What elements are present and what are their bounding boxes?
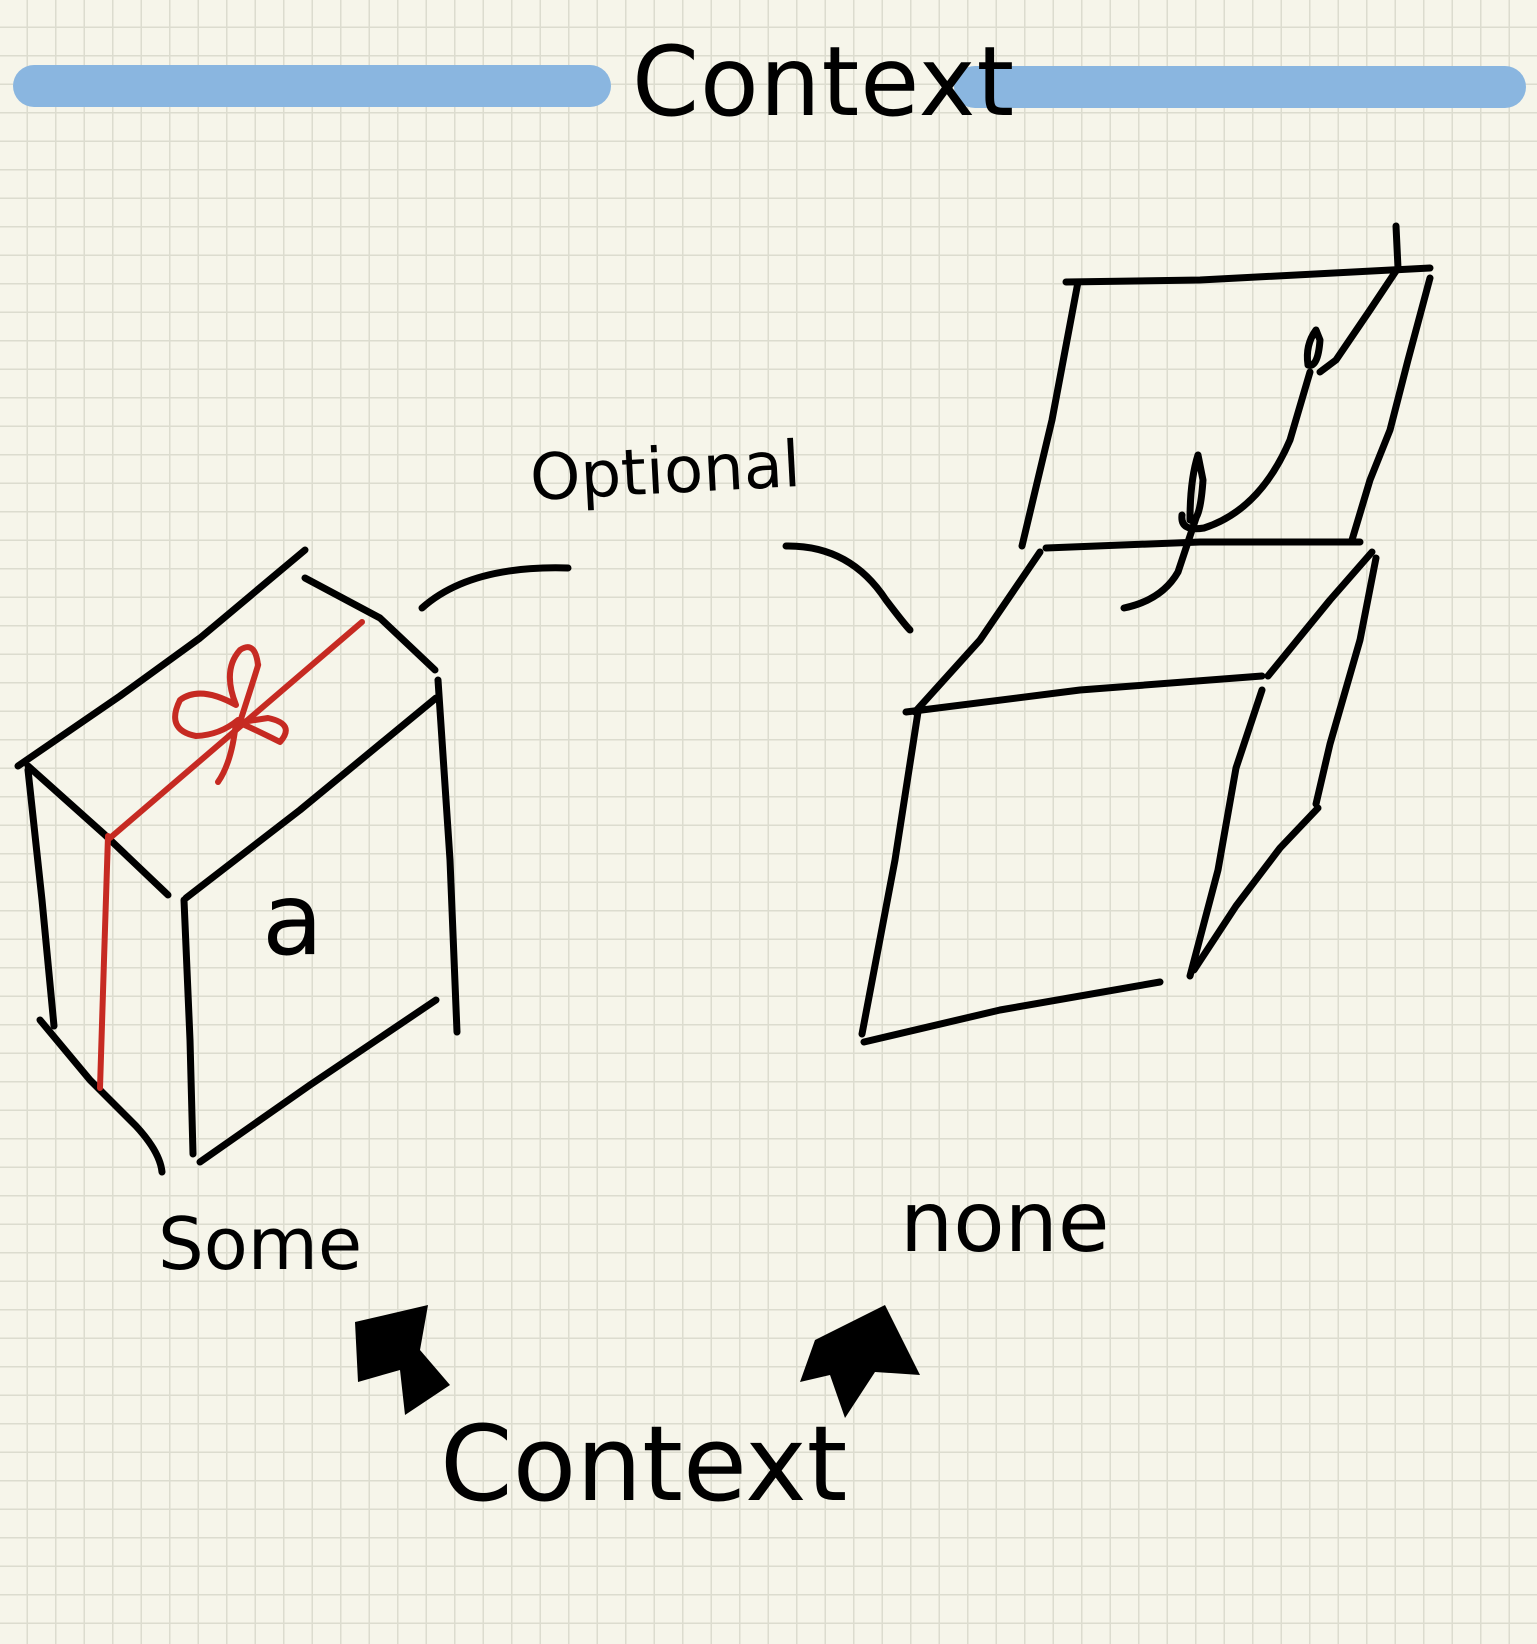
arrow-up-left-icon [355,1305,450,1415]
gift-box-icon [14,546,572,1176]
optional-label: Optional [528,427,803,517]
open-empty-box-icon [782,222,1434,1046]
box-content-label: a [262,861,324,978]
page-title: Context [632,26,1016,138]
some-label: Some [158,1202,363,1286]
context-label: Context [440,1403,848,1525]
arrow-up-right-icon [800,1305,920,1418]
gift-ribbon [97,619,365,1091]
none-label: none [900,1173,1110,1271]
